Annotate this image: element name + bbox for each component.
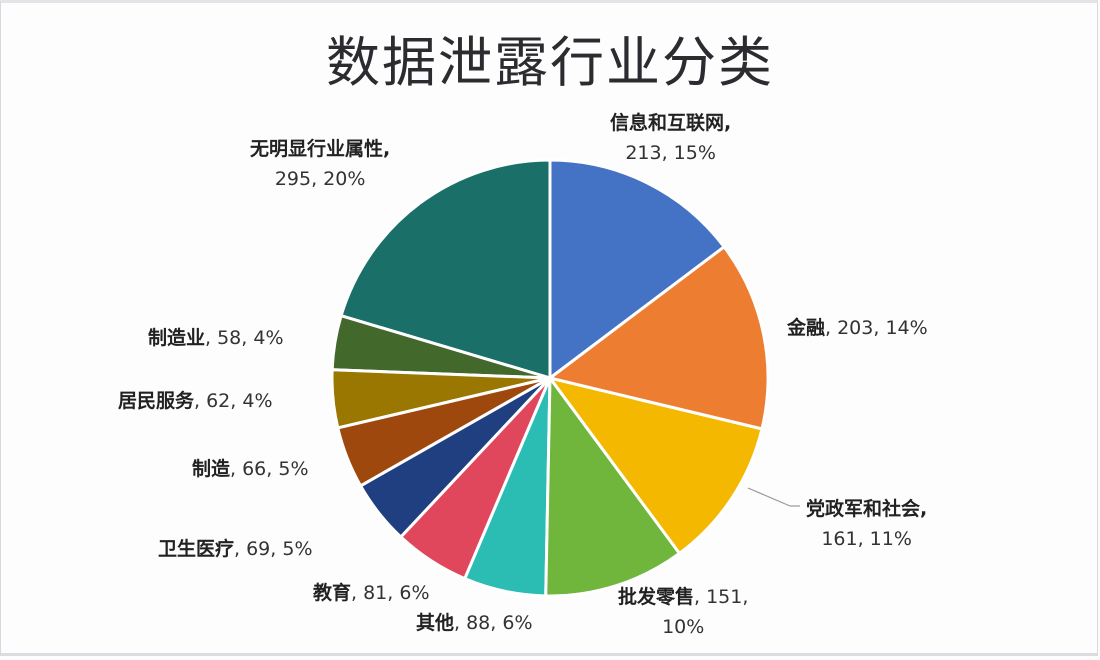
leader-line bbox=[747, 487, 791, 507]
data-label-manufacturing-industry: 制造业, 58, 4% bbox=[148, 327, 284, 349]
data-label-government: 党政军和社会, 161, 11% bbox=[806, 498, 928, 550]
pie-slice bbox=[546, 244, 770, 431]
pie-slice bbox=[548, 158, 727, 382]
data-label-resident-services: 居民服务, 62, 4% bbox=[118, 390, 273, 412]
data-label-education: 教育, 81, 6% bbox=[313, 582, 430, 604]
data-label-finance: 金融, 203, 14% bbox=[787, 317, 928, 339]
data-label-other: 其他, 88, 6% bbox=[416, 612, 533, 634]
pie-slice bbox=[339, 158, 552, 381]
pie-slice bbox=[544, 373, 682, 598]
data-label-info-internet: 信息和互联网, 213, 15% bbox=[610, 112, 732, 164]
data-label-healthcare: 卫生医疗, 69, 5% bbox=[158, 538, 313, 560]
chart-title: 数据泄露行业分类 bbox=[326, 31, 774, 94]
pie-slice bbox=[546, 375, 764, 556]
data-label-retail: 批发零售, 151, 10% bbox=[618, 586, 749, 638]
data-label-manufacturing: 制造, 66, 5% bbox=[192, 458, 309, 480]
data-label-no-industry: 无明显行业属性, 295, 20% bbox=[250, 138, 391, 190]
